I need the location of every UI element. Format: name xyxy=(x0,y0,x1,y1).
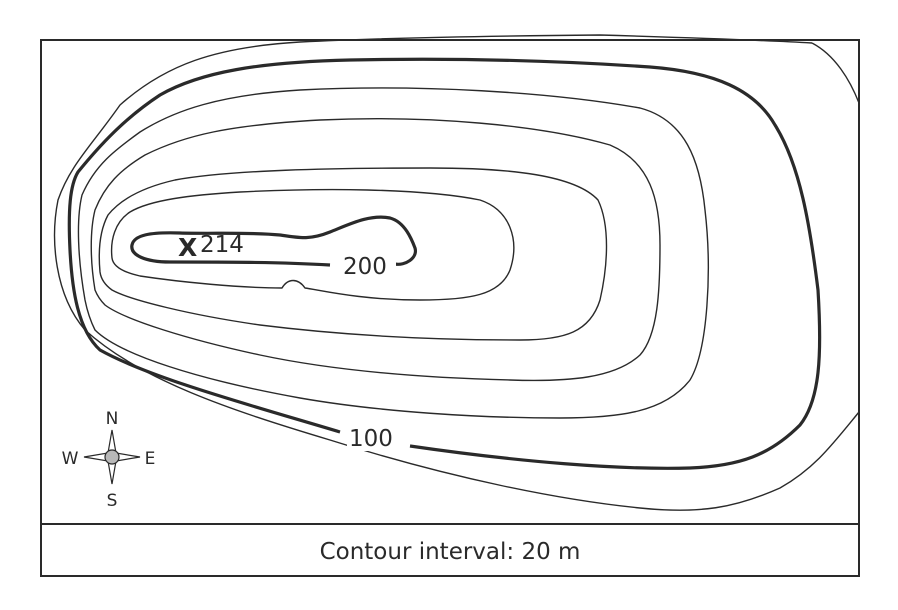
compass-center-icon xyxy=(104,449,120,465)
contour-interval-label: Contour interval: 20 m xyxy=(320,539,581,565)
legend-box xyxy=(40,523,860,577)
compass-east-label: E xyxy=(145,449,156,469)
peak-elevation-label: 214 xyxy=(200,232,244,258)
peak-marker-x: X xyxy=(178,233,197,262)
contour-label-200: 200 xyxy=(343,254,387,280)
contour-line-200 xyxy=(130,215,418,267)
contour-line-outer-2 xyxy=(811,42,860,104)
compass-west-label: W xyxy=(62,449,79,469)
compass-north-label: N xyxy=(106,409,119,429)
contour-label-100: 100 xyxy=(349,426,393,452)
contour-line-outer-1 xyxy=(53,34,860,511)
contour-line-180 xyxy=(110,188,515,301)
compass-south-label: S xyxy=(107,491,118,511)
contour-line-100 xyxy=(67,57,822,470)
contour-line-140 xyxy=(90,118,661,382)
compass-rose: N S W E xyxy=(62,409,156,511)
contour-line-120 xyxy=(77,87,709,419)
contour-line-160 xyxy=(98,167,608,341)
map-border xyxy=(40,39,860,577)
